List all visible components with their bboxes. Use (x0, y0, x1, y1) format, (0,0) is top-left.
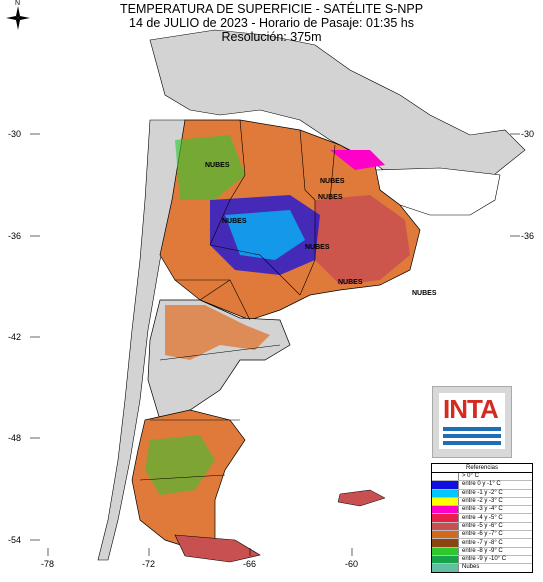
legend-swatch (432, 473, 459, 481)
argentina-north-green (175, 135, 245, 200)
legend-label: entre -3 y -4° C (462, 506, 503, 513)
logo-stripe (443, 427, 501, 431)
legend-swatch (432, 547, 459, 555)
logo-inner: INTA (439, 393, 505, 449)
legend-label: entre -8 y -9° C (462, 547, 503, 554)
cloud-label: NUBES (205, 162, 230, 169)
legend-row: entre -2 y -3° C (432, 497, 532, 507)
argentina-center-cyan (225, 210, 305, 260)
graticule (30, 133, 520, 556)
legend-label: entre -5 y -6° C (462, 522, 503, 529)
lat-tick-left: -54 (8, 535, 22, 545)
legend-label: entre -4 y -5° C (462, 514, 503, 521)
cloud-label: NUBES (305, 244, 330, 251)
lon-tick: -66 (243, 559, 257, 569)
legend-swatch (432, 481, 459, 489)
cloud-label: NUBES (412, 290, 437, 297)
cloud-label: NUBES (318, 194, 343, 201)
tierra-del-fuego (174, 534, 261, 563)
legend-title: Referencias (432, 464, 532, 473)
title-line-3: Resolución: 375m (221, 30, 322, 44)
lon-tick: -78 (41, 559, 55, 569)
logo-text: INTA (443, 394, 499, 424)
legend-swatch (432, 506, 459, 514)
lat-tick-right: -30 (521, 129, 535, 139)
compass-north-label: N (15, 0, 21, 7)
legend-label: entre -7 y -8° C (462, 539, 503, 546)
legend-row: entre -8 y -9° C (432, 547, 532, 556)
legend-label: entre -6 y -7° C (462, 531, 503, 538)
map-title: TEMPERATURA DE SUPERFICIE - SATÉLITE S-N… (0, 2, 543, 44)
argentina-pink-spot (330, 150, 385, 170)
legend-row: entre -7 y -8° C (432, 539, 532, 548)
legend-label: entre 0 y -1° C (462, 481, 501, 488)
legend-row: entre -9 y -10° C (432, 555, 532, 565)
legend-row: entre -6 y -7° C (432, 531, 532, 540)
lat-tick-left: -36 (8, 231, 22, 241)
lon-tick: -72 (142, 559, 156, 569)
legend-swatch (432, 555, 459, 564)
lat-tick-left: -42 (8, 332, 22, 342)
cloud-label: NUBES (222, 218, 247, 225)
compass-rose (6, 6, 30, 30)
legend-label: Nubes (462, 564, 480, 571)
argentina-center-pink (315, 195, 410, 285)
inta-logo: INTA (432, 386, 512, 458)
legend-label: entre -9 y -10° C (462, 556, 507, 563)
legend-row: entre -3 y -4° C (432, 506, 532, 515)
patagonia-north-color (165, 305, 270, 360)
legend-row: Nubes (432, 564, 532, 572)
title-line-2: 14 de JULIO de 2023 - Horario de Pasaje:… (129, 16, 414, 30)
legend-label: entre -2 y -3° C (462, 498, 503, 505)
malvinas-islands (337, 489, 386, 507)
lat-tick-left: -48 (8, 433, 22, 443)
lat-tick-left: -30 (8, 129, 22, 139)
lat-tick-right: -36 (521, 231, 535, 241)
logo-stripe (443, 441, 501, 445)
cloud-label: NUBES (320, 178, 345, 185)
province-borders (139, 119, 336, 481)
legend-row: entre -1 y -2° C (432, 489, 532, 498)
legend-swatch (432, 564, 459, 572)
legend-swatch (432, 497, 459, 506)
legend-swatch (432, 514, 459, 522)
legend-row: entre -4 y -5° C (432, 514, 532, 523)
lon-tick: -60 (345, 559, 359, 569)
legend-label: entre -1 y -2° C (462, 489, 503, 496)
logo-stripe (443, 434, 501, 438)
legend-row: entre -5 y -6° C (432, 522, 532, 532)
legend-row: entre 0 y -1° C (432, 481, 532, 490)
legend-label: > 0° C (462, 473, 479, 480)
legend-swatch (432, 489, 459, 497)
legend-swatch (432, 539, 459, 547)
title-line-1: TEMPERATURA DE SUPERFICIE - SATÉLITE S-N… (119, 2, 424, 16)
patagonia-south-green (145, 435, 215, 495)
cloud-label: NUBES (338, 279, 363, 286)
legend-swatch (432, 522, 459, 531)
legend-row: > 0° C (432, 473, 532, 482)
legend-swatch (432, 531, 459, 539)
